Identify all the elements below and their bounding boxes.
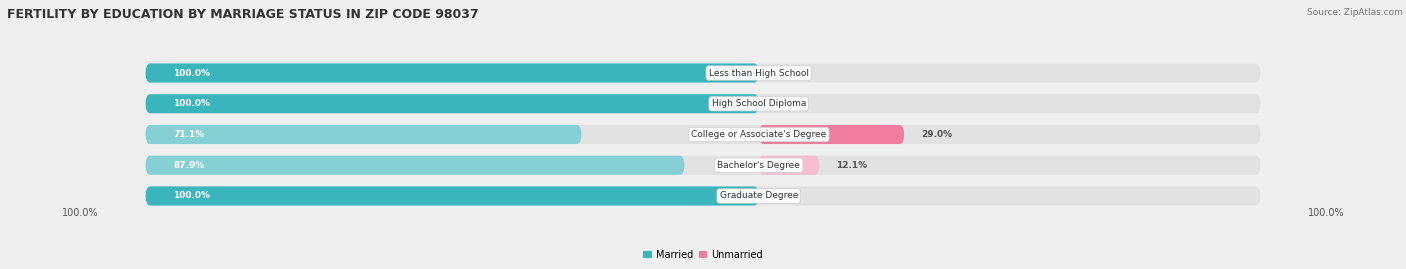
Text: 100.0%: 100.0% bbox=[173, 192, 211, 200]
FancyBboxPatch shape bbox=[759, 156, 820, 175]
FancyBboxPatch shape bbox=[145, 94, 759, 113]
FancyBboxPatch shape bbox=[145, 125, 1261, 144]
FancyBboxPatch shape bbox=[145, 125, 582, 144]
FancyBboxPatch shape bbox=[759, 125, 904, 144]
Text: 0.0%: 0.0% bbox=[776, 192, 800, 200]
Text: Graduate Degree: Graduate Degree bbox=[720, 192, 799, 200]
Text: Source: ZipAtlas.com: Source: ZipAtlas.com bbox=[1308, 8, 1403, 17]
Text: 29.0%: 29.0% bbox=[921, 130, 952, 139]
Text: 100.0%: 100.0% bbox=[1308, 208, 1344, 218]
Text: Less than High School: Less than High School bbox=[709, 69, 808, 77]
FancyBboxPatch shape bbox=[145, 156, 1261, 175]
FancyBboxPatch shape bbox=[145, 94, 1261, 113]
Legend: Married, Unmarried: Married, Unmarried bbox=[640, 246, 766, 264]
Text: 0.0%: 0.0% bbox=[776, 69, 800, 77]
FancyBboxPatch shape bbox=[145, 63, 759, 83]
Text: FERTILITY BY EDUCATION BY MARRIAGE STATUS IN ZIP CODE 98037: FERTILITY BY EDUCATION BY MARRIAGE STATU… bbox=[7, 8, 478, 21]
Text: 100.0%: 100.0% bbox=[173, 69, 211, 77]
Text: 87.9%: 87.9% bbox=[173, 161, 205, 170]
Text: Bachelor's Degree: Bachelor's Degree bbox=[717, 161, 800, 170]
FancyBboxPatch shape bbox=[145, 186, 759, 206]
Text: High School Diploma: High School Diploma bbox=[711, 99, 806, 108]
FancyBboxPatch shape bbox=[145, 186, 1261, 206]
Text: 71.1%: 71.1% bbox=[173, 130, 205, 139]
FancyBboxPatch shape bbox=[145, 156, 685, 175]
FancyBboxPatch shape bbox=[145, 63, 1261, 83]
Text: College or Associate's Degree: College or Associate's Degree bbox=[692, 130, 827, 139]
Text: 12.1%: 12.1% bbox=[837, 161, 868, 170]
Text: 100.0%: 100.0% bbox=[62, 208, 98, 218]
Text: 100.0%: 100.0% bbox=[173, 99, 211, 108]
Text: 0.0%: 0.0% bbox=[776, 99, 800, 108]
